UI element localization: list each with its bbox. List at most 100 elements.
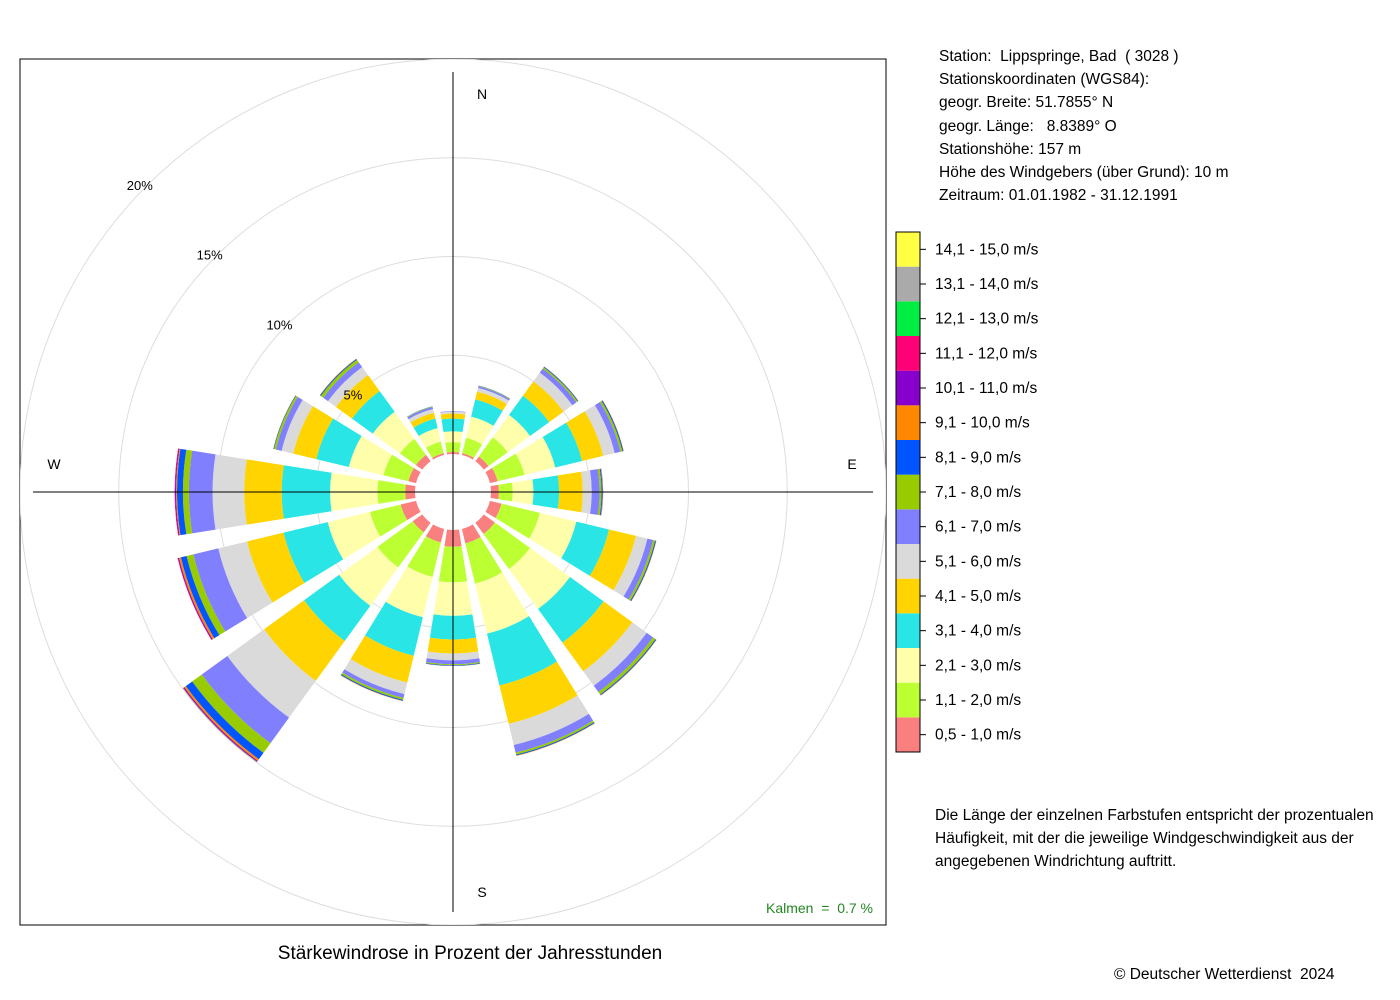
- bar-se-class-1: [475, 514, 495, 534]
- bar-wnw-class-7: [275, 396, 303, 451]
- bar-ese-class-1: [485, 500, 502, 519]
- bar-nw-class-8: [320, 359, 359, 398]
- bar-wsw-class-9: [180, 555, 220, 639]
- bar-sw-class-3: [339, 546, 399, 606]
- bar-nw-class-5: [335, 374, 380, 419]
- bar-ssw-class-4: [365, 601, 423, 656]
- bar-ese-class-8: [628, 540, 656, 601]
- bar-se-class-8: [598, 637, 656, 695]
- bar-nnw-class-5: [410, 412, 436, 428]
- bar-w-class-10: [176, 448, 181, 536]
- bar-ese-class-5: [589, 529, 636, 591]
- bar-wsw-class-3: [327, 511, 381, 560]
- radial-tick-label-20: 20%: [127, 178, 153, 193]
- bar-nne-class-4: [471, 399, 503, 426]
- bar-ene-class-8: [599, 400, 623, 452]
- bar-wsw-class-8: [186, 554, 226, 636]
- bar-ese-class-4: [561, 521, 610, 576]
- bar-w-class-11: [175, 448, 180, 536]
- anemometer-height: Höhe des Windgebers (über Grund): 10 m: [939, 164, 1229, 182]
- bar-nnw-class-7: [407, 407, 434, 420]
- radial-tick-label-5: 5%: [344, 387, 363, 402]
- bar-nnw-class-4: [413, 418, 438, 437]
- bar-nne-class-5: [475, 391, 507, 411]
- bar-nnw-class-6: [408, 408, 434, 423]
- bar-n-class-7: [440, 410, 466, 413]
- compass-label-w: W: [47, 456, 61, 472]
- bar-s-class-9: [425, 663, 481, 666]
- bar-nw-class-2: [399, 438, 427, 466]
- bar-sw-class-5: [264, 600, 345, 681]
- wind-bars: [174, 358, 657, 763]
- bar-sw-class-6: [227, 629, 316, 718]
- bar-wnw-class-4: [316, 418, 362, 467]
- bar-nw-class-6: [327, 366, 368, 407]
- bar-sse-class-3: [475, 572, 530, 634]
- bar-w-class-12: [174, 448, 179, 536]
- bar-wsw-class-6: [218, 541, 273, 619]
- copyright: © Deutscher Wetterdienst 2024: [1114, 966, 1335, 983]
- bar-sw-class-1: [412, 514, 431, 533]
- station-latitude: geogr. Breite: 51.7855° N: [939, 94, 1114, 112]
- bar-sse-class-2: [465, 537, 503, 584]
- station-elevation: Stationshöhe: 157 m: [939, 140, 1082, 158]
- bar-ne-class-5: [522, 381, 564, 423]
- bar-wnw-class-5: [293, 406, 334, 460]
- bar-sse-class-4: [486, 616, 557, 686]
- bar-sse-class-6: [508, 695, 589, 745]
- bar-wsw-class-10: [178, 557, 215, 640]
- bar-se-class-3: [509, 548, 571, 610]
- station-longitude: geogr. Länge: 8.8389° O: [939, 117, 1117, 135]
- bar-ese-class-3: [529, 512, 577, 559]
- bar-wnw-class-1: [408, 468, 421, 484]
- bar-se-class-6: [583, 622, 647, 686]
- bar-se-class-2: [483, 522, 531, 570]
- bar-sw-class-2: [377, 521, 424, 568]
- calm-label: Kalmen = 0.7 %: [766, 900, 873, 916]
- radial-tick-label-10: 10%: [266, 317, 292, 332]
- radial-tick-label-15: 15%: [197, 248, 223, 263]
- bar-e-class-11: [601, 468, 604, 516]
- bar-ese-class-7: [623, 538, 654, 600]
- bar-nne-class-7: [478, 386, 510, 401]
- bar-sse-class-7: [513, 713, 594, 753]
- bar-nw-class-4: [351, 390, 395, 434]
- compass-axes: [33, 72, 873, 912]
- explanation-note: Die Länge der einzelnen Farbstufen entsp…: [935, 807, 1374, 870]
- bar-wsw-class-4: [283, 522, 344, 584]
- bar-ssw-class-8: [341, 672, 404, 700]
- bar-ssw-class-5: [350, 635, 414, 683]
- bar-nne-class-1: [461, 453, 474, 460]
- bar-se-class-4: [538, 577, 604, 643]
- bar-nne-class-8: [478, 385, 511, 400]
- bar-se-class-7: [593, 632, 654, 693]
- bar-wnw-class-6: [281, 399, 313, 454]
- bar-ne-class-3: [492, 414, 531, 453]
- bar-nnw-class-2: [425, 441, 444, 458]
- bar-ese-class-2: [495, 503, 540, 539]
- bar-wnw-class-2: [383, 454, 414, 482]
- bar-ene-class-7: [594, 401, 621, 454]
- bar-ene-class-1: [485, 468, 498, 484]
- bar-ne-class-7: [539, 368, 577, 406]
- bar-sse-class-5: [499, 661, 578, 724]
- bar-nnw-class-8: [407, 406, 433, 418]
- bar-sw-class-8: [192, 674, 271, 753]
- bar-ssw-class-1: [425, 524, 445, 543]
- bar-ne-class-4: [509, 395, 550, 436]
- bar-ne-class-2: [478, 437, 508, 467]
- time-period: Zeitraum: 01.01.1982 - 31.12.1991: [939, 187, 1178, 205]
- bar-ese-class-6: [613, 535, 648, 597]
- bar-nne-class-3: [466, 416, 494, 445]
- bar-sse-class-1: [461, 524, 481, 544]
- bar-sse-class-8: [515, 720, 595, 755]
- station-info: Station: Lippspringe, Bad ( 3028 ) Stati…: [939, 45, 1228, 207]
- bar-ssw-class-3: [385, 566, 433, 618]
- bar-ssw-class-6: [344, 659, 408, 695]
- bar-e-class-9: [599, 468, 603, 516]
- compass-label-e: E: [847, 456, 856, 472]
- bar-ene-class-4: [542, 422, 583, 468]
- bar-wsw-class-1: [400, 500, 421, 521]
- station-coords-heading: Stationskoordinaten (WGS84):: [939, 71, 1150, 89]
